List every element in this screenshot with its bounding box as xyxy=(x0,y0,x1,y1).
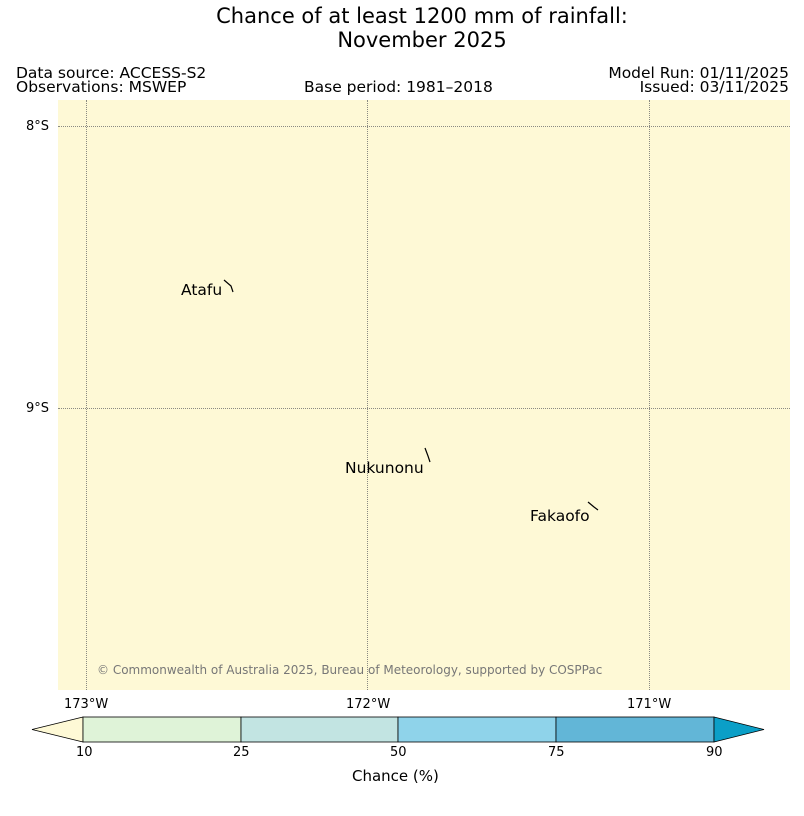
colorbar-tick-10: 10 xyxy=(76,745,93,760)
base-period-text: Base period: 1981–2018 xyxy=(304,78,493,96)
longitude-label-171w: 171°W xyxy=(627,697,672,712)
latitude-label-9s: 9°S xyxy=(26,401,50,416)
colorbar-segment-10-25 xyxy=(82,716,242,743)
island-label-atafu: Atafu xyxy=(181,281,223,299)
colorbar-segment-above-90 xyxy=(713,716,765,743)
parallel-9s xyxy=(58,408,790,409)
latitude-label-8s: 8°S xyxy=(26,119,50,134)
colorbar-segment-75-90 xyxy=(555,716,715,743)
colorbar-segment-50-75 xyxy=(397,716,557,743)
colorbar-graphic xyxy=(31,716,765,743)
longitude-label-173w: 173°W xyxy=(64,697,109,712)
colorbar xyxy=(30,716,770,750)
observations-text: Observations: MSWEP xyxy=(16,78,187,96)
title-line-2: November 2025 xyxy=(337,28,507,52)
map-panel: Atafu Nukunonu Fakaofo © Commonwealth of… xyxy=(58,100,790,690)
title-line-1: Chance of at least 1200 mm of rainfall: xyxy=(216,4,628,28)
nukunonu-outline xyxy=(424,447,431,463)
colorbar-tick-75: 75 xyxy=(548,745,565,760)
colorbar-segment-25-50 xyxy=(240,716,399,743)
parallel-8s xyxy=(58,126,790,127)
island-label-nukunonu: Nukunonu xyxy=(345,459,424,477)
colorbar-label: Chance (%) xyxy=(352,767,439,785)
model-run-text: Model Run: 01/11/2025 xyxy=(608,64,789,82)
copyright-text: © Commonwealth of Australia 2025, Bureau… xyxy=(97,663,603,677)
colorbar-segment-below-10 xyxy=(31,716,84,743)
issued-text: Issued: 03/11/2025 xyxy=(639,78,789,96)
meridian-173w xyxy=(86,100,87,690)
fakaofo-outline xyxy=(587,501,599,511)
meridian-171w xyxy=(649,100,650,690)
island-outlines xyxy=(223,279,599,511)
data-source-text: Data source: ACCESS-S2 xyxy=(16,64,207,82)
map-title: Chance of at least 1200 mm of rainfall: … xyxy=(0,4,804,52)
colorbar-tick-50: 50 xyxy=(390,745,407,760)
longitude-label-172w: 172°W xyxy=(346,697,391,712)
island-label-fakaofo: Fakaofo xyxy=(530,507,590,525)
colorbar-tick-25: 25 xyxy=(233,745,250,760)
atafu-outline xyxy=(223,279,234,293)
colorbar-tick-90: 90 xyxy=(706,745,723,760)
meridian-172w xyxy=(367,100,368,690)
